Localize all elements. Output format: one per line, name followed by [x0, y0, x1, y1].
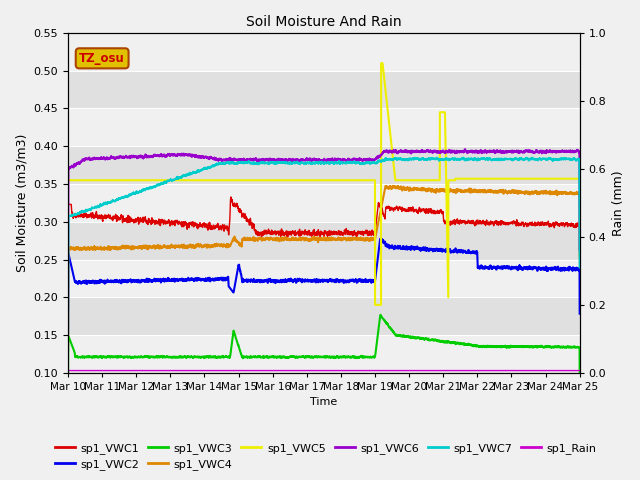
Bar — [68, 260, 580, 297]
Text: TZ_osu: TZ_osu — [79, 52, 125, 65]
Legend: sp1_VWC1, sp1_VWC2, sp1_VWC3, sp1_VWC4, sp1_VWC5, sp1_VWC6, sp1_VWC7, sp1_Rain: sp1_VWC1, sp1_VWC2, sp1_VWC3, sp1_VWC4, … — [51, 438, 601, 474]
Bar — [68, 108, 580, 146]
Bar — [68, 335, 580, 373]
Bar — [68, 33, 580, 71]
Bar — [68, 297, 580, 335]
Bar — [68, 71, 580, 108]
Y-axis label: Rain (mm): Rain (mm) — [612, 170, 625, 236]
X-axis label: Time: Time — [310, 397, 337, 408]
Bar — [68, 222, 580, 260]
Y-axis label: Soil Moisture (m3/m3): Soil Moisture (m3/m3) — [15, 134, 28, 272]
Bar — [68, 146, 580, 184]
Title: Soil Moisture And Rain: Soil Moisture And Rain — [246, 15, 402, 29]
Bar — [68, 184, 580, 222]
